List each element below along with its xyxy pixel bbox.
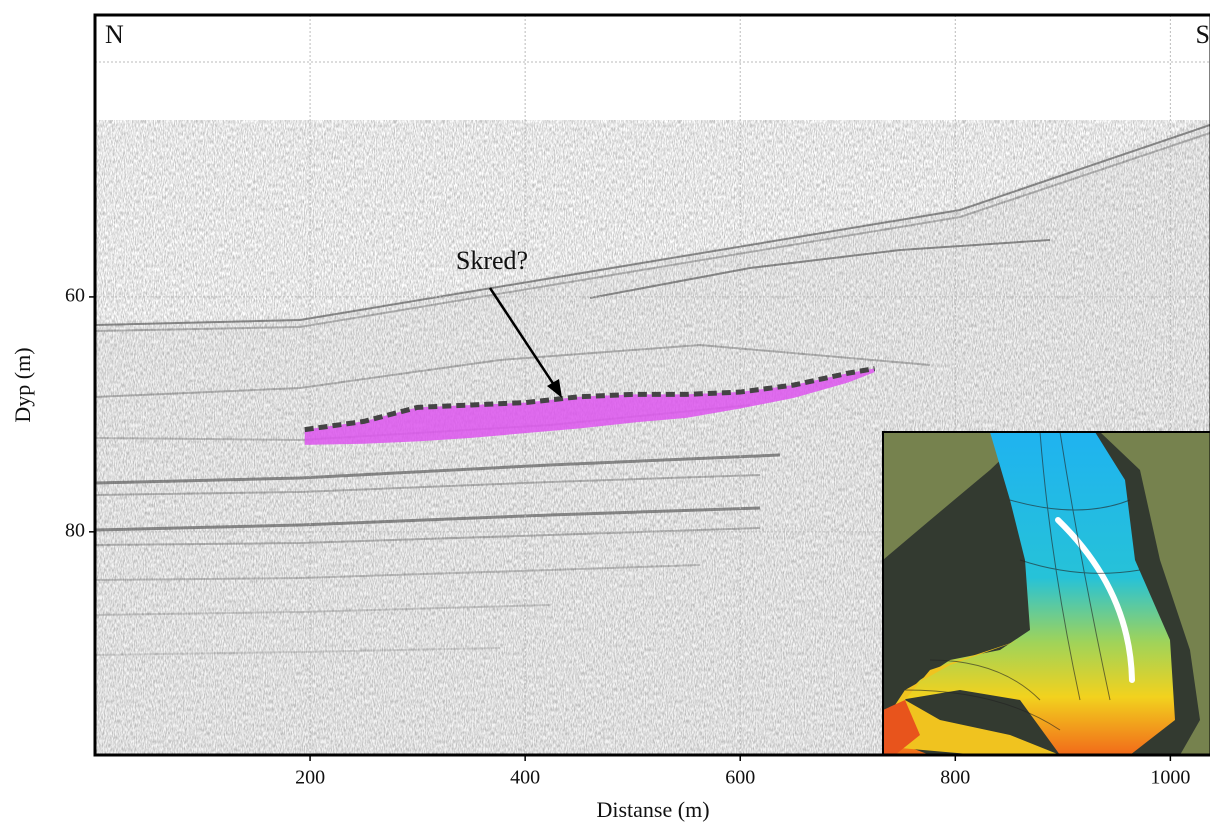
y-tick-label: 60 xyxy=(65,284,85,306)
x-axis-label: Distanse (m) xyxy=(596,797,709,822)
x-tick-label: 200 xyxy=(295,767,325,789)
x-tick-label: 1000 xyxy=(1150,767,1190,789)
inset-map xyxy=(883,432,1210,755)
y-tick-label: 80 xyxy=(65,519,85,541)
y-axis-label: Dyp (m) xyxy=(10,347,35,422)
x-tick-label: 600 xyxy=(725,767,755,789)
corner-label: S xyxy=(1196,20,1210,49)
x-tick-label: 800 xyxy=(940,767,970,789)
chart: Skred? N S Distanse (m) Dyp (m) 200 400 60… xyxy=(0,0,1210,828)
corner-label: N xyxy=(105,20,124,49)
x-tick-label: 400 xyxy=(510,767,540,789)
annotation: Skred? xyxy=(456,246,528,275)
